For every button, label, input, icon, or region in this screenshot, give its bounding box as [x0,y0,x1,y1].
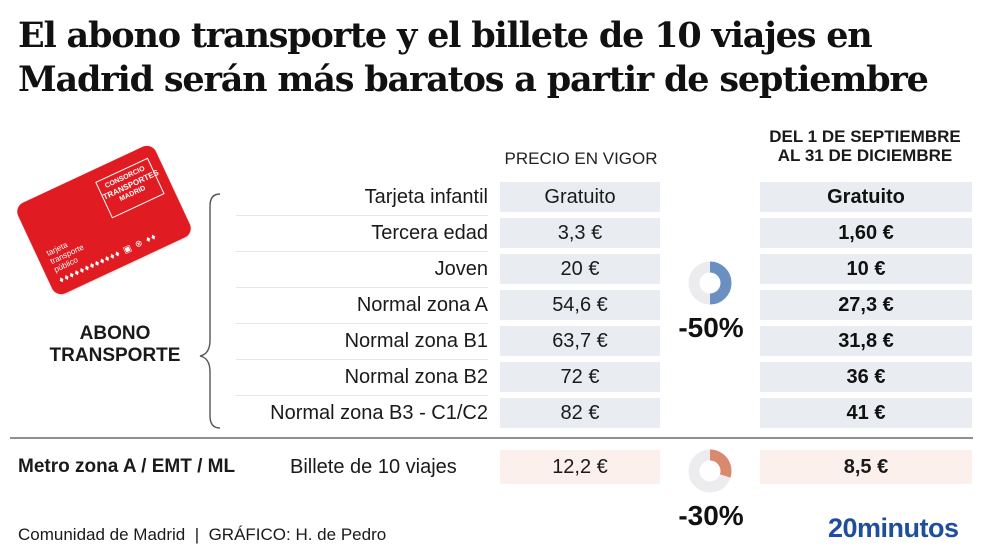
metro-new-price-cell: 8,5 € [760,450,972,484]
curly-brace-icon [199,193,221,429]
table-row: Normal zona A 54,6 € 27,3 € [236,288,976,324]
table-row: Joven 20 € 10 € [236,252,976,288]
new-price-cell: 31,8 € [760,326,972,356]
current-price-cell: 82 € [500,398,660,428]
headline: El abono transporte y el billete de 10 v… [18,14,978,102]
table-row: Normal zona B3 - C1/C2 82 € 41 € [236,396,976,432]
metro-ticket-label: Billete de 10 viajes [290,456,457,478]
new-price-cell: 36 € [760,362,972,392]
discount-abono-percent: -50% [678,312,744,343]
consorcio-logo: CONSORCIO TRANSPORTES MADRID [95,157,165,219]
row-label: Normal zona B2 [236,360,488,396]
current-price-cell: 63,7 € [500,326,660,356]
discount-donut-abono [688,261,732,305]
metro-label: Metro zona A / EMT / ML [18,456,236,477]
new-price-cell: 27,3 € [760,290,972,320]
abono-label-line-2: TRANSPORTE [49,345,181,366]
column-header-new-line-2: AL 31 DE DICIEMBRE [777,146,953,165]
row-label: Normal zona B3 - C1/C2 [270,402,488,424]
row-label: Tercera edad [236,216,488,252]
current-price-cell: 72 € [500,362,660,392]
transport-card-image: CONSORCIO TRANSPORTES MADRID tarjeta tra… [13,142,195,298]
table-row: Tarjeta infantil Gratuito Gratuito [236,180,976,216]
new-price-cell: 10 € [760,254,972,284]
row-label: Normal zona B1 [236,324,488,360]
table-row: Tercera edad 3,3 € 1,60 € [236,216,976,252]
current-price-cell: 54,6 € [500,290,660,320]
abono-label-line-1: ABONO [79,323,151,344]
metro-current-price-cell: 12,2 € [500,450,660,484]
current-price-cell: 3,3 € [500,218,660,248]
discount-metro-percent: -30% [678,500,744,531]
new-price-cell: 1,60 € [760,218,972,248]
column-header-new-line-1: DEL 1 DE SEPTIEMBRE [769,127,961,146]
source-credit: Comunidad de Madrid | GRÁFICO: H. de Ped… [18,525,387,544]
current-price-cell: Gratuito [500,182,660,212]
current-price-cell: 20 € [500,254,660,284]
headline-line-2: Madrid serán más baratos a partir de sep… [18,59,929,100]
table-row: Normal zona B2 72 € 36 € [236,360,976,396]
headline-line-1: El abono transporte y el billete de 10 v… [18,15,873,56]
new-price-cell: Gratuito [760,182,972,212]
column-header-new-price: DEL 1 DE SEPTIEMBRE AL 31 DE DICIEMBRE [752,127,978,165]
donut-metro-slice [709,449,732,478]
donut-abono-slice [709,261,732,305]
column-header-current-price: PRECIO EN VIGOR [504,149,658,168]
discount-donut-metro [688,449,732,493]
row-label: Normal zona A [236,288,488,324]
section-divider [10,437,973,439]
abono-transporte-label: ABONO TRANSPORTE [30,323,200,367]
table-row: Normal zona B1 63,7 € 31,8 € [236,324,976,360]
new-price-cell: 41 € [760,398,972,428]
row-label: Joven [236,252,488,288]
row-label: Tarjeta infantil [236,180,488,216]
20minutos-logo: 20minutos [828,513,959,543]
